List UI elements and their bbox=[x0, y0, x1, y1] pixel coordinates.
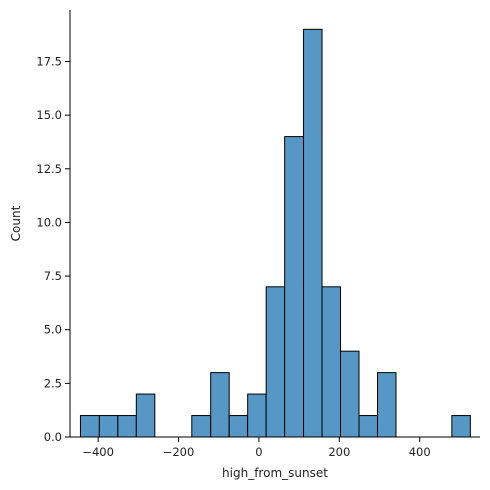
x-axis-ticks: −400 −200 0 200 400 bbox=[82, 437, 431, 459]
y-tick-label: 12.5 bbox=[36, 162, 62, 176]
histogram-bars bbox=[79, 28, 471, 438]
x-tick-label: 400 bbox=[409, 445, 431, 459]
y-tick-label: 7.5 bbox=[44, 269, 62, 283]
histogram-bar bbox=[191, 415, 212, 438]
y-axis-ticks: 0.0 2.5 5.0 7.5 10.0 12.5 15.0 17.5 bbox=[36, 54, 70, 444]
histogram-bar bbox=[358, 415, 378, 438]
x-tick-label: 0 bbox=[255, 445, 262, 459]
histogram-bar bbox=[265, 286, 286, 438]
histogram-bar bbox=[210, 372, 230, 438]
histogram-bar bbox=[321, 286, 342, 438]
y-tick-label: 5.0 bbox=[44, 323, 62, 337]
y-tick-label: 10.0 bbox=[36, 215, 62, 229]
histogram-bar bbox=[79, 415, 100, 438]
x-tick-label: −200 bbox=[163, 445, 195, 459]
histogram-bar bbox=[303, 28, 323, 438]
y-tick-label: 15.0 bbox=[36, 108, 62, 122]
histogram-bar bbox=[247, 393, 267, 438]
y-axis-title: Count bbox=[9, 205, 23, 241]
histogram-bar bbox=[340, 350, 360, 438]
x-tick-label: 200 bbox=[328, 445, 350, 459]
y-tick-label: 0.0 bbox=[44, 430, 62, 444]
x-axis-title: high_from_sunset bbox=[222, 466, 328, 480]
y-tick-label: 17.5 bbox=[36, 54, 62, 68]
histogram-bar bbox=[284, 136, 305, 438]
histogram-bar bbox=[451, 415, 471, 438]
x-tick-label: −400 bbox=[82, 445, 114, 459]
histogram-bar bbox=[228, 415, 249, 438]
histogram-bar bbox=[135, 393, 156, 438]
y-tick-label: 2.5 bbox=[44, 376, 62, 390]
histogram-bar bbox=[377, 372, 397, 438]
histogram-bar bbox=[98, 415, 119, 438]
histogram-bar bbox=[117, 415, 137, 438]
